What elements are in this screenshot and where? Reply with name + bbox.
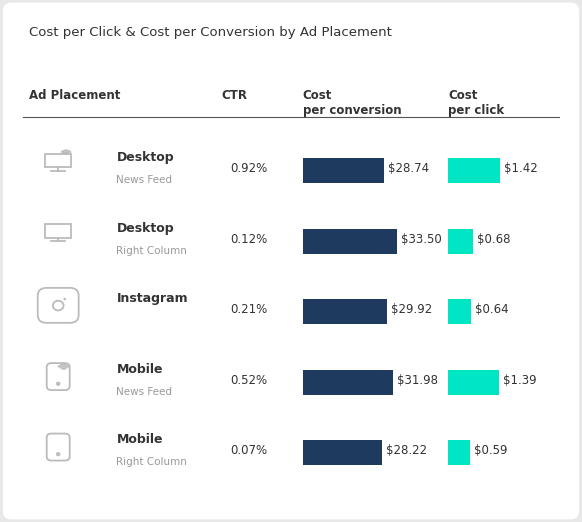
Text: CTR: CTR [221, 89, 247, 102]
Text: $0.59: $0.59 [474, 444, 507, 457]
Text: Ad Placement: Ad Placement [29, 89, 120, 102]
Text: $28.74: $28.74 [388, 162, 429, 175]
Text: 0.52%: 0.52% [230, 374, 267, 387]
Text: Mobile: Mobile [116, 433, 163, 446]
Text: $33.50: $33.50 [402, 233, 442, 246]
Text: Right Column: Right Column [116, 457, 187, 467]
Text: Cost per Click & Cost per Conversion by Ad Placement: Cost per Click & Cost per Conversion by … [29, 26, 392, 39]
Text: Cost
per click: Cost per click [448, 89, 504, 117]
Text: $0.64: $0.64 [475, 303, 509, 316]
Text: 0.21%: 0.21% [230, 303, 267, 316]
Text: Right Column: Right Column [116, 246, 187, 256]
Text: Cost
per conversion: Cost per conversion [303, 89, 401, 117]
Text: 0.12%: 0.12% [230, 233, 267, 246]
Text: News Feed: News Feed [116, 387, 172, 397]
Text: Desktop: Desktop [116, 222, 174, 235]
Text: $28.22: $28.22 [386, 444, 428, 457]
Text: $29.92: $29.92 [391, 303, 432, 316]
Text: 0.92%: 0.92% [230, 162, 267, 175]
Text: News Feed: News Feed [116, 175, 172, 185]
Text: Instagram: Instagram [116, 292, 188, 305]
Text: $0.68: $0.68 [477, 233, 510, 246]
Text: $31.98: $31.98 [397, 374, 438, 387]
Text: $1.42: $1.42 [504, 162, 538, 175]
Text: Desktop: Desktop [116, 151, 174, 164]
Text: $1.39: $1.39 [503, 374, 537, 387]
Text: Mobile: Mobile [116, 363, 163, 376]
Text: 0.07%: 0.07% [230, 444, 267, 457]
